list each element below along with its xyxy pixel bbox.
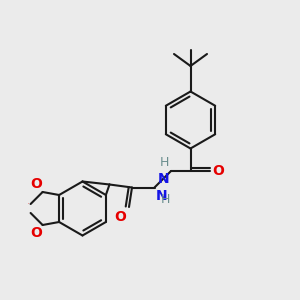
Text: H: H [160,157,170,169]
Text: O: O [28,203,29,205]
Text: H: H [160,193,170,206]
Text: O: O [30,177,42,191]
Text: O: O [115,210,127,224]
Text: O: O [30,226,42,240]
Text: N: N [158,172,170,186]
Text: N: N [156,189,168,203]
Text: O: O [212,164,224,178]
